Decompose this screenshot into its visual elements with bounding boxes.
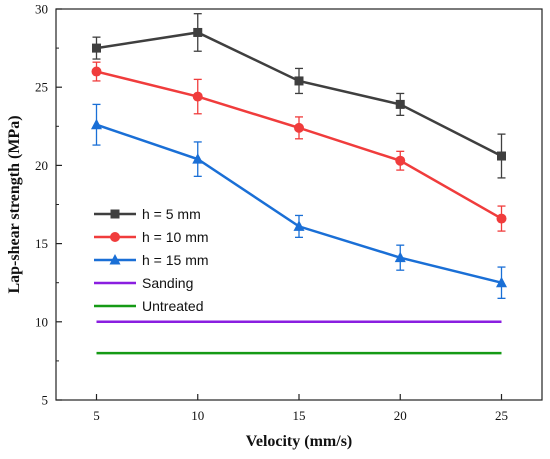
marker-square xyxy=(294,76,304,86)
plot-area xyxy=(55,8,543,401)
y-axis-title: Lap-shear strength (MPa) xyxy=(6,115,23,293)
marker-triangle xyxy=(293,220,305,231)
marker-square xyxy=(497,151,506,161)
axis-ticks: 5 10 15 20 25 5 10 15 20 25 30 xyxy=(35,2,508,424)
marker-circle xyxy=(496,213,507,224)
x-tick-label: 25 xyxy=(495,408,508,423)
series-2 xyxy=(91,103,507,299)
marker-square xyxy=(395,99,405,109)
legend-label: Sanding xyxy=(142,275,193,291)
legend-label: Untreated xyxy=(142,298,203,314)
x-tick-label: 20 xyxy=(394,408,407,423)
legend-item-0: h = 5 mm xyxy=(94,206,201,222)
legend: h = 5 mm h = 10 mm h = 15 mm Sanding Untreat… xyxy=(94,206,209,314)
legend-item-2: h = 15 mm xyxy=(94,252,209,268)
marker-triangle xyxy=(496,276,507,288)
series-0 xyxy=(92,13,506,179)
legend-item-3: Sanding xyxy=(94,275,193,291)
marker-square xyxy=(92,43,101,53)
series-1 xyxy=(91,61,507,232)
marker-circle xyxy=(294,122,304,133)
x-tick-label: 5 xyxy=(93,408,100,423)
x-tick-label: 15 xyxy=(293,408,306,423)
legend-label: h = 5 mm xyxy=(142,206,201,222)
x-axis-title: Velocity (mm/s) xyxy=(246,433,353,450)
marker-triangle xyxy=(109,254,121,265)
marker-circle xyxy=(110,232,120,242)
legend-item-4: Untreated xyxy=(94,298,203,314)
marker-triangle xyxy=(91,118,102,130)
marker-circle xyxy=(395,155,406,166)
marker-square xyxy=(193,27,203,37)
x-tick-label: 10 xyxy=(191,408,204,423)
y-tick-label: 5 xyxy=(42,393,49,408)
y-tick-label: 20 xyxy=(35,158,48,173)
marker-triangle xyxy=(192,153,204,164)
plot-frame xyxy=(55,8,543,401)
legend-label: h = 15 mm xyxy=(142,252,209,268)
marker-triangle xyxy=(394,251,406,263)
data-series xyxy=(91,13,507,355)
y-tick-label: 15 xyxy=(35,236,48,251)
y-tick-label: 10 xyxy=(35,314,48,329)
marker-square xyxy=(110,209,120,219)
y-tick-label: 30 xyxy=(35,2,48,17)
marker-circle xyxy=(192,91,203,102)
legend-item-1: h = 10 mm xyxy=(94,229,209,245)
y-tick-label: 25 xyxy=(35,80,48,95)
marker-circle xyxy=(91,66,102,77)
legend-label: h = 10 mm xyxy=(142,229,209,245)
